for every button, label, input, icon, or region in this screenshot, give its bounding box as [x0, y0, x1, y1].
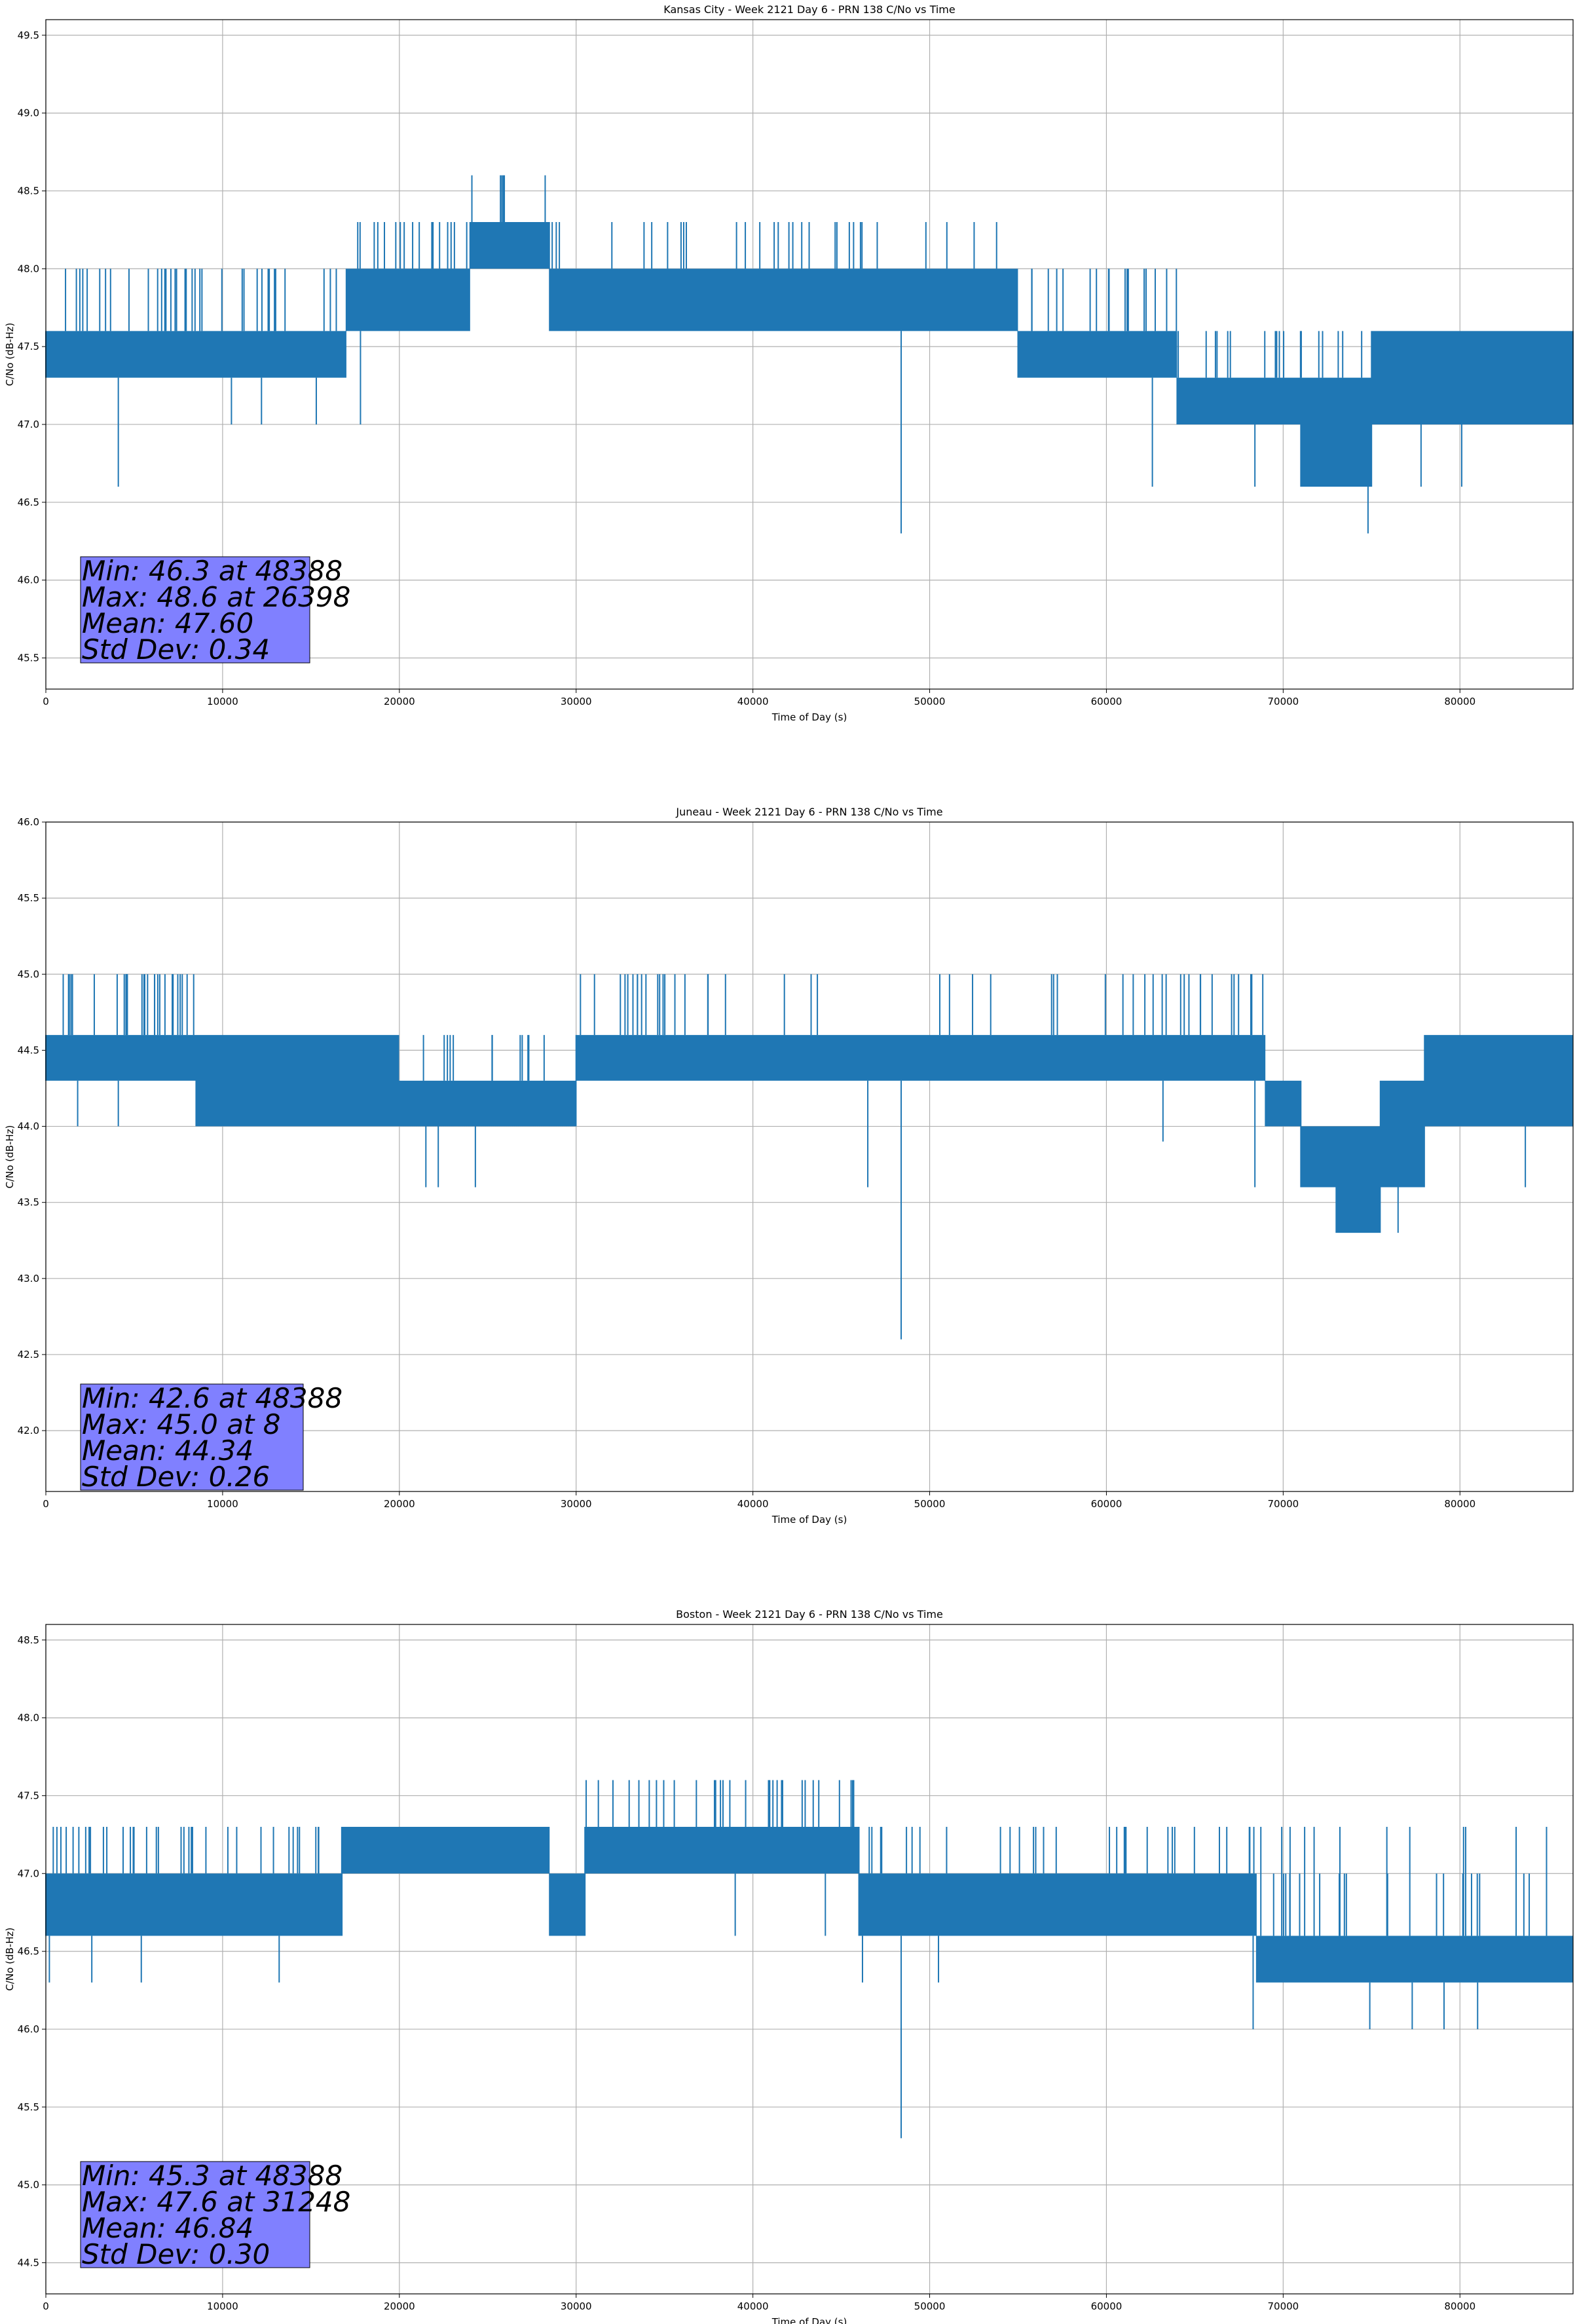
y-tick-label: 45.0: [18, 2179, 39, 2191]
x-tick-label: 30000: [561, 2300, 592, 2312]
y-tick-label: 47.5: [18, 1790, 39, 1801]
x-axis-label: Time of Day (s): [771, 2316, 847, 2324]
x-tick-label: 30000: [561, 696, 592, 707]
cno-series-line: [45, 1826, 1574, 1983]
y-tick-label: 47.5: [18, 341, 39, 352]
x-tick-label: 80000: [1444, 696, 1475, 707]
y-tick-label: 44.0: [18, 1121, 39, 1133]
y-axis-label: C/No (dB-Hz): [4, 323, 16, 386]
y-tick-label: 43.5: [18, 1197, 39, 1209]
x-tick-label: 50000: [914, 696, 946, 707]
y-tick-label: 49.0: [18, 107, 39, 119]
x-tick-label: 50000: [914, 1498, 946, 1510]
y-tick-label: 49.5: [18, 29, 39, 41]
x-tick-label: 70000: [1267, 2300, 1299, 2312]
stats-box: [80, 556, 310, 664]
x-tick-label: 10000: [207, 696, 238, 707]
y-axis-label: C/No (dB-Hz): [4, 1125, 16, 1189]
y-tick-label: 47.0: [18, 1867, 39, 1879]
x-tick-label: 0: [43, 2300, 49, 2312]
x-tick-label: 60000: [1091, 1498, 1122, 1510]
y-tick-label: 46.5: [18, 497, 39, 508]
x-tick-label: 80000: [1444, 1498, 1475, 1510]
stats-max: Max: 48.6 at 26398: [82, 581, 350, 613]
stats-mean: Mean: 47.60: [82, 607, 253, 639]
stats-max: Max: 45.0 at 8: [82, 1408, 280, 1440]
x-tick-label: 50000: [914, 2300, 946, 2312]
stats-std: Std Dev: 0.34: [82, 633, 270, 665]
x-tick-label: 70000: [1267, 1498, 1299, 1510]
x-axis-label: Time of Day (s): [771, 1514, 847, 1526]
plot-frame: [45, 19, 1574, 690]
stats-box: [80, 1383, 304, 1491]
x-tick-label: 20000: [384, 1498, 415, 1510]
x-tick-label: 60000: [1091, 696, 1122, 707]
y-tick-label: 48.0: [18, 263, 39, 274]
y-tick-label: 46.5: [18, 1945, 39, 1957]
x-tick-label: 60000: [1091, 2300, 1122, 2312]
y-tick-label: 48.5: [18, 185, 39, 197]
y-tick-label: 42.0: [18, 1425, 39, 1436]
y-tick-label: 45.5: [18, 652, 39, 664]
y-tick-label: 46.0: [18, 2023, 39, 2035]
stats-min: Min: 45.3 at 48388: [82, 2160, 343, 2192]
y-tick-label: 47.0: [18, 419, 39, 430]
x-tick-label: 40000: [737, 2300, 769, 2312]
x-tick-label: 80000: [1444, 2300, 1475, 2312]
stats-min: Min: 46.3 at 48388: [82, 555, 343, 587]
plot-frame: [45, 821, 1574, 1492]
x-tick-label: 20000: [384, 2300, 415, 2312]
x-axis-label: Time of Day (s): [771, 711, 847, 723]
x-tick-label: 30000: [561, 1498, 592, 1510]
x-tick-label: 0: [43, 696, 49, 707]
stats-min: Min: 42.6 at 48388: [82, 1382, 343, 1414]
x-tick-label: 70000: [1267, 696, 1299, 707]
kansas-city-chart: Kansas City - Week 2121 Day 6 - PRN 138 …: [4, 3, 1574, 723]
y-tick-label: 45.0: [18, 968, 39, 980]
y-tick-label: 46.0: [18, 574, 39, 586]
x-tick-label: 20000: [384, 696, 415, 707]
y-tick-label: 46.0: [18, 816, 39, 828]
x-tick-label: 10000: [207, 2300, 238, 2312]
y-tick-label: 48.0: [18, 1712, 39, 1724]
stats-mean: Mean: 46.84: [82, 2212, 253, 2244]
chart-title: Boston - Week 2121 Day 6 - PRN 138 C/No …: [676, 1608, 943, 1621]
x-tick-label: 40000: [737, 696, 769, 707]
stats-max: Max: 47.6 at 31248: [82, 2186, 350, 2218]
chart-title: Juneau - Week 2121 Day 6 - PRN 138 C/No …: [675, 806, 942, 818]
stats-mean: Mean: 44.34: [82, 1434, 253, 1467]
y-tick-label: 44.5: [18, 2257, 39, 2268]
x-tick-label: 10000: [207, 1498, 238, 1510]
cno-series-line: [45, 221, 1574, 487]
stats-std: Std Dev: 0.26: [82, 1461, 270, 1493]
chart-title: Kansas City - Week 2121 Day 6 - PRN 138 …: [663, 3, 955, 16]
y-tick-label: 45.5: [18, 2101, 39, 2113]
plot-frame: [45, 1624, 1574, 2295]
stats-std: Std Dev: 0.30: [82, 2238, 270, 2270]
y-tick-label: 42.5: [18, 1349, 39, 1360]
juneau-chart: Juneau - Week 2121 Day 6 - PRN 138 C/No …: [4, 806, 1574, 1526]
x-tick-label: 40000: [737, 1498, 769, 1510]
cno-series-line: [45, 1035, 1574, 1233]
y-tick-label: 43.0: [18, 1273, 39, 1284]
y-axis-label: C/No (dB-Hz): [4, 1928, 16, 1991]
boston-chart: Boston - Week 2121 Day 6 - PRN 138 C/No …: [4, 1608, 1574, 2324]
y-tick-label: 45.5: [18, 892, 39, 904]
y-tick-label: 44.5: [18, 1044, 39, 1056]
y-tick-label: 48.5: [18, 1634, 39, 1646]
x-tick-label: 0: [43, 1498, 49, 1510]
stats-box: [80, 2161, 310, 2268]
